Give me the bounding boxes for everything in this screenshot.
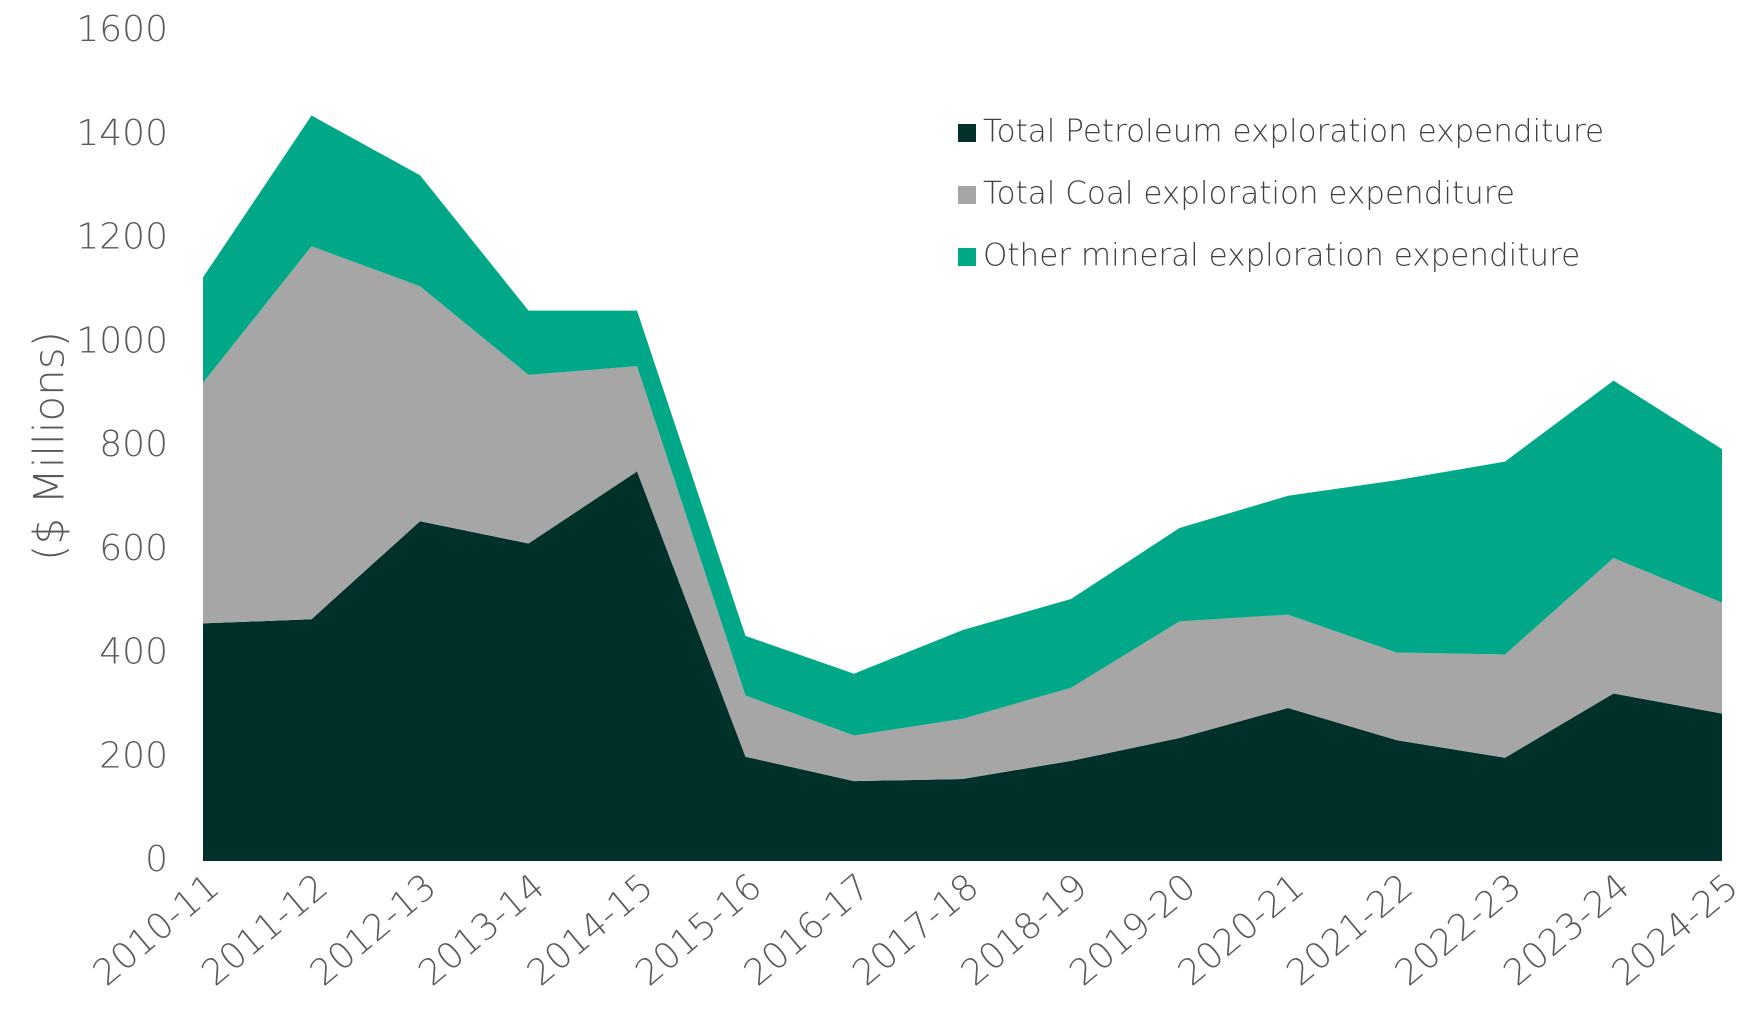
y-tick-label: 0 (145, 839, 168, 880)
y-tick-label: 800 (99, 424, 168, 465)
y-tick-label: 400 (99, 632, 168, 673)
legend-label: Total Coal exploration expenditure (983, 176, 1515, 212)
y-tick-label: 600 (99, 528, 168, 569)
y-tick-label: 1600 (76, 9, 168, 50)
legend-swatch (958, 124, 976, 142)
y-tick-label: 1000 (76, 320, 168, 361)
area (203, 246, 1722, 782)
legend-swatch (958, 186, 976, 204)
area (203, 115, 1722, 736)
y-tick-label: 1200 (76, 217, 168, 258)
area (203, 471, 1722, 861)
y-tick-label: 200 (99, 735, 168, 776)
legend-swatch (958, 248, 976, 266)
legend-label: Other mineral exploration expenditure (983, 238, 1580, 274)
legend-label: Total Petroleum exploration expenditure (983, 114, 1604, 150)
y-tick-label: 1400 (76, 113, 168, 154)
y-axis-label: ($ Millions) (25, 331, 74, 561)
